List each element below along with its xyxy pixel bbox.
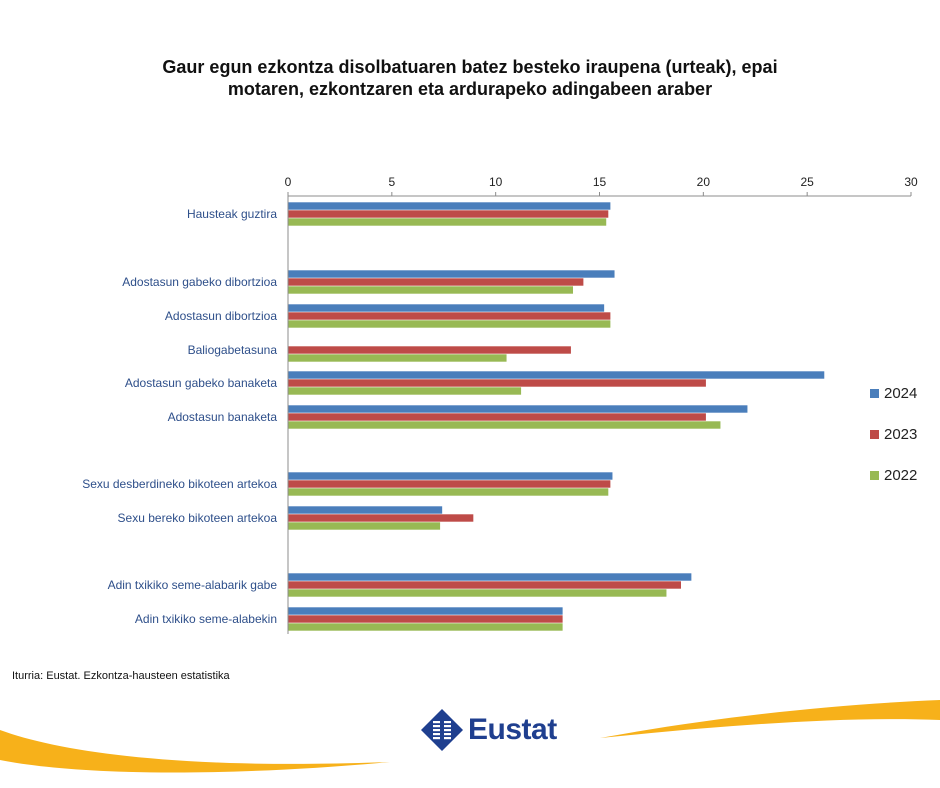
bar-2023	[288, 514, 474, 522]
swoosh-right	[600, 700, 940, 738]
bar-2024	[288, 371, 825, 379]
bar-2022	[288, 623, 563, 631]
bar-2022	[288, 589, 667, 597]
legend-swatch	[870, 429, 879, 439]
category-label: Adin txikiko seme-alabarik gabe	[108, 578, 278, 592]
x-tick-label: 25	[800, 175, 814, 189]
legend-item-2024: 2024	[870, 383, 917, 403]
eustat-logo: Eustat	[420, 708, 557, 752]
bar-2023	[288, 346, 571, 354]
bar-2022	[288, 387, 522, 395]
category-label: Hausteak guztira	[187, 207, 277, 221]
bar-2023	[288, 210, 609, 218]
bar-2024	[288, 405, 748, 413]
legend-swatch	[870, 388, 879, 398]
x-tick-label: 0	[285, 175, 292, 189]
bar-2024	[288, 304, 605, 312]
bar-2024	[288, 270, 615, 278]
x-tick-label: 10	[489, 175, 503, 189]
bar-2022	[288, 218, 607, 226]
eustat-logo-icon	[421, 709, 463, 751]
bar-2024	[288, 472, 613, 480]
bar-2022	[288, 354, 507, 362]
category-label: Adostasun gabeko banaketa	[125, 376, 277, 390]
bar-2024	[288, 506, 443, 514]
bar-2022	[288, 286, 574, 294]
legend-label: 2023	[884, 425, 918, 443]
legend-label: 2024	[884, 384, 918, 402]
category-label: Adin txikiko seme-alabekin	[135, 612, 277, 626]
legend-swatch	[870, 470, 879, 480]
x-tick-label: 15	[593, 175, 607, 189]
legend: 2024 2023 2022	[870, 383, 917, 506]
bar-2023	[288, 413, 706, 421]
chart-title-line-1: Gaur egun ezkontza disolbatuaren batez b…	[162, 57, 778, 77]
legend-label: 2022	[884, 466, 918, 484]
chart-title-line-2: motaren, ezkontzaren eta ardurapeko adin…	[227, 79, 713, 99]
category-label: Adostasun gabeko dibortzioa	[122, 275, 277, 289]
category-label: Sexu bereko bikoteen artekoa	[118, 511, 278, 525]
x-tick-label: 30	[904, 175, 918, 189]
legend-item-2023: 2023	[870, 424, 917, 444]
bar-2022	[288, 320, 611, 328]
bar-2022	[288, 522, 441, 530]
bar-2023	[288, 581, 681, 589]
bar-2024	[288, 202, 611, 210]
category-label: Adostasun banaketa	[168, 410, 278, 424]
bar-2022	[288, 421, 721, 429]
legend-item-2022: 2022	[870, 465, 917, 485]
source-note: Iturria: Eustat. Ezkontza-hausteen estat…	[12, 670, 230, 682]
bar-2023	[288, 615, 563, 623]
bar-2023	[288, 278, 584, 286]
bar-2022	[288, 488, 609, 496]
bar-2023	[288, 379, 706, 387]
category-label: Adostasun dibortzioa	[165, 309, 277, 323]
category-label: Baliogabetasuna	[188, 343, 278, 357]
x-tick-label: 20	[697, 175, 711, 189]
category-label: Sexu desberdineko bikoteen artekoa	[82, 477, 277, 491]
bar-2023	[288, 312, 611, 320]
chart-title: Gaur egun ezkontza disolbatuaren batez b…	[70, 56, 870, 100]
bar-2023	[288, 480, 611, 488]
swoosh-left	[0, 730, 390, 773]
eustat-logo-text: Eustat	[468, 713, 557, 746]
bar-2024	[288, 573, 692, 581]
x-tick-label: 5	[388, 175, 395, 189]
bar-2024	[288, 607, 563, 615]
bar-chart: 0 5 10 15 20 25 30 Hausteak guztira Adostasun ga…	[82, 175, 918, 634]
